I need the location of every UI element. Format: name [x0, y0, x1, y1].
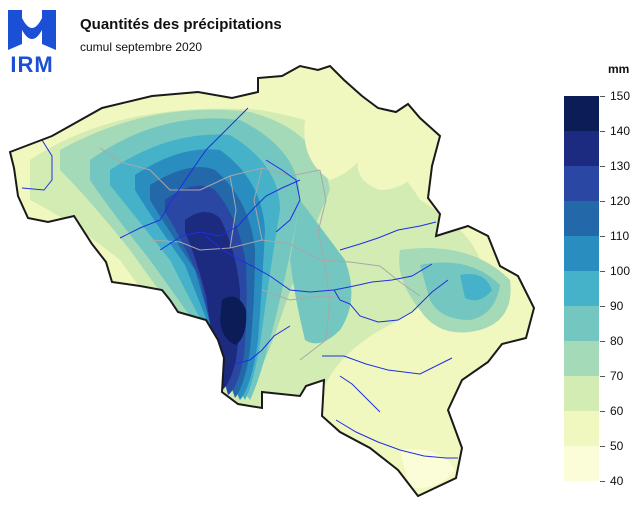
legend-tick-label: 60 [610, 404, 624, 418]
legend-band-90-100 [564, 271, 599, 306]
legend-tick [600, 96, 605, 97]
legend-tick-label: 130 [610, 159, 631, 173]
legend-band-70-80 [564, 341, 599, 376]
legend-tick [600, 481, 605, 482]
band-60-70-north [304, 80, 370, 180]
legend-band-140-150 [564, 96, 599, 131]
legend-tick-label: 50 [610, 439, 624, 453]
legend-tick-label: 80 [610, 334, 624, 348]
legend-tick-label: 40 [610, 474, 624, 488]
legend-tick [600, 376, 605, 377]
legend-tick-label: 150 [610, 89, 631, 103]
irm-logo-icon [8, 10, 56, 50]
map-subtitle: cumul septembre 2020 [80, 40, 203, 54]
legend-band-110-120 [564, 201, 599, 236]
legend-tick [600, 201, 605, 202]
province-borders [99, 147, 421, 361]
legend-band-130-140 [564, 131, 599, 166]
legend-band-40-50 [564, 446, 599, 481]
legend-tick-label: 110 [610, 229, 630, 243]
band-60-north-east [357, 128, 425, 190]
map-title: Quantités des précipitations [80, 16, 282, 33]
legend-band-50-60 [564, 411, 599, 446]
legend-tick [600, 341, 605, 342]
legend-band-120-130 [564, 166, 599, 201]
irm-logo: IRM [6, 8, 58, 77]
band-40-50-south [400, 449, 455, 489]
legend-tick-label: 140 [610, 124, 631, 138]
band-90-100-east [460, 274, 492, 301]
band-80-90-centre [290, 200, 352, 344]
legend-tick [600, 166, 605, 167]
legend-tick [600, 236, 605, 237]
legend-tick-label: 100 [610, 264, 631, 278]
band-130-140 [185, 211, 240, 390]
legend-tick [600, 411, 605, 412]
legend-tick [600, 131, 605, 132]
legend-tick [600, 446, 605, 447]
legend: mm 150 140 130 120 110 100 90 80 70 60 5… [560, 60, 640, 500]
rivers [21, 107, 458, 459]
legend-tick-label: 70 [610, 369, 624, 383]
legend-tick-label: 90 [610, 299, 624, 313]
legend-band-100-110 [564, 236, 599, 271]
logo-text: IRM [10, 52, 54, 77]
legend-band-60-70 [564, 376, 599, 411]
legend-tick [600, 271, 605, 272]
legend-tick [600, 306, 605, 307]
legend-band-80-90 [564, 306, 599, 341]
legend-unit: mm [608, 62, 630, 76]
legend-tick-label: 120 [610, 194, 631, 208]
belgium-precipitation-map [9, 65, 535, 497]
band-140-150 [220, 296, 247, 345]
